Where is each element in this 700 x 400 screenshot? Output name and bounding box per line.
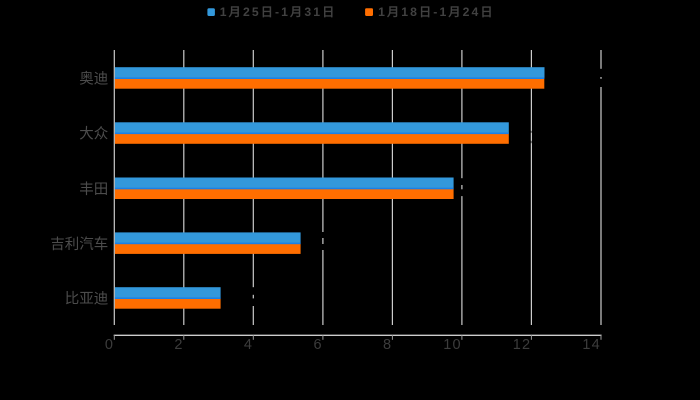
svg-text:大众: 大众	[79, 126, 108, 143]
svg-text:丰田: 丰田	[79, 181, 108, 198]
svg-text:0: 0	[105, 337, 113, 353]
svg-text:吉利汽车: 吉利汽车	[50, 236, 108, 253]
svg-text:比亚迪: 比亚迪	[65, 291, 109, 308]
svg-text:6: 6	[314, 337, 322, 353]
svg-text:2: 2	[174, 337, 182, 353]
svg-text:10: 10	[443, 337, 462, 353]
svg-text:1月18日-1月24日: 1月18日-1月24日	[378, 5, 495, 19]
svg-text:8: 8	[383, 337, 391, 353]
svg-text:4: 4	[244, 337, 252, 353]
svg-text:1月25日-1月31日: 1月25日-1月31日	[220, 5, 337, 19]
svg-text:14: 14	[582, 337, 601, 353]
svg-text:奥迪: 奥迪	[79, 71, 108, 88]
svg-text:12: 12	[513, 337, 532, 353]
